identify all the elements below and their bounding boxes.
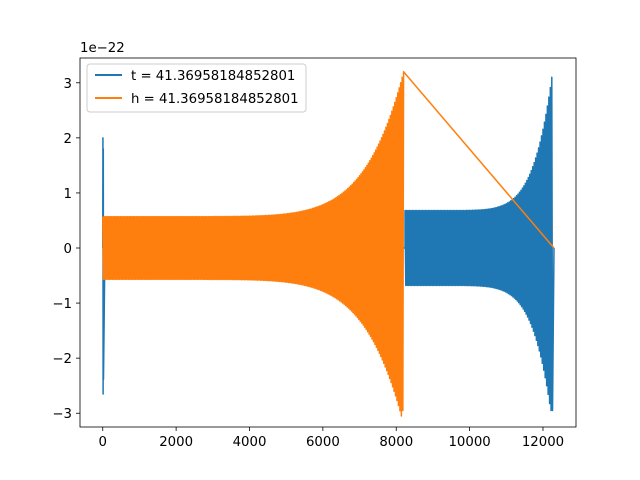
- x-tick-label: 4000: [233, 435, 267, 450]
- x-tick-label: 2000: [159, 435, 193, 450]
- x-tick-label: 12000: [522, 435, 564, 450]
- y-axis: −3 −2 −1 0 1 2 3: [52, 77, 80, 422]
- x-tick-label: 10000: [448, 435, 490, 450]
- legend-box: [86, 63, 307, 113]
- y-tick-label: −1: [52, 297, 72, 312]
- y-tick-label: −2: [52, 352, 72, 367]
- x-tick-label: 8000: [379, 435, 413, 450]
- y-tick-label: −3: [52, 407, 72, 422]
- legend-label-t: t = 41.36958184852801: [131, 69, 295, 84]
- x-tick-label: 6000: [306, 435, 340, 450]
- y-tick-label: 3: [64, 77, 72, 92]
- y-tick-label: 1: [64, 187, 72, 202]
- legend-label-h: h = 41.36958184852801: [131, 92, 299, 107]
- x-tick-label: 0: [99, 435, 107, 450]
- legend: t = 41.36958184852801 h = 41.36958184852…: [86, 63, 307, 113]
- plot-area: [102, 71, 555, 417]
- x-axis: 0 2000 4000 6000 8000 10000 12000: [99, 427, 564, 450]
- y-tick-label: 0: [64, 242, 72, 257]
- y-offset-label: 1e−22: [80, 41, 125, 56]
- series-line-1: [102, 71, 555, 417]
- axes-frame: [79, 57, 577, 428]
- y-tick-label: 2: [64, 132, 72, 147]
